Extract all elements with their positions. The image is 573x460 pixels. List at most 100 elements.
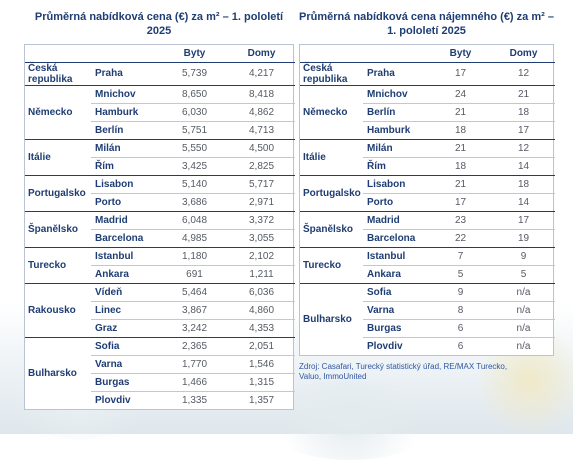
houses-value: 2,825	[228, 157, 295, 176]
houses-value: 14	[492, 193, 555, 212]
houses-value: 12	[492, 139, 555, 158]
country-cell: Česká republika	[25, 62, 91, 86]
houses-value: 19	[492, 229, 555, 248]
country-cell: Španělsko	[25, 211, 91, 248]
city-cell: Vídeň	[91, 283, 161, 302]
apartments-value: 6	[429, 319, 492, 338]
apartments-value: 5,464	[161, 283, 228, 302]
rent-price-table: Byty Domy Česká republika Praha 17 12 Německ…	[300, 45, 555, 355]
city-cell: Varna	[363, 301, 429, 320]
houses-value: 1,315	[228, 373, 295, 392]
header-row: Byty Domy	[300, 45, 555, 63]
apartments-value: 6,030	[161, 103, 228, 122]
apartments-value: 691	[161, 265, 228, 284]
city-cell: Linec	[91, 301, 161, 320]
sale-price-table: Byty Domy Česká republika Praha 5,739 4,217…	[25, 45, 295, 409]
houses-value: 2,971	[228, 193, 295, 212]
city-cell: Istanbul	[91, 247, 161, 266]
city-cell: Hamburk	[363, 121, 429, 140]
city-cell: Plovdiv	[91, 391, 161, 409]
apartments-value: 21	[429, 175, 492, 194]
houses-value: 2,051	[228, 337, 295, 356]
apartments-value: 17	[429, 62, 492, 86]
houses-value: 4,217	[228, 62, 295, 86]
country-cell: Rakousko	[25, 283, 91, 338]
apartments-header: Byty	[429, 45, 492, 63]
table-row: Rakousko Vídeň 5,464 6,036	[25, 283, 295, 338]
apartments-value: 5	[429, 265, 492, 284]
apartments-value: 5,550	[161, 139, 228, 158]
city-cell: Berlín	[91, 121, 161, 140]
houses-value: 18	[492, 175, 555, 194]
apartments-value: 6	[429, 337, 492, 355]
table-row: Berlín 21 18	[300, 103, 555, 122]
apartments-value: 1,770	[161, 355, 228, 374]
sale-price-panel: Průměrná nabídková cena (€) za m² – 1. p…	[24, 0, 295, 410]
table-row: Bulharsko Sofia 9 n/a	[300, 283, 555, 355]
table-row: Porto 17 14	[300, 193, 555, 212]
city-cell: Praha	[91, 62, 161, 86]
city-cell: Graz	[91, 319, 161, 338]
houses-value: 1,357	[228, 391, 295, 409]
rent-price-body: Česká republika Praha 17 12 Německo Mnichov 24…	[300, 62, 555, 355]
country-cell: Bulharsko	[25, 337, 91, 409]
houses-value: 9	[492, 247, 555, 266]
sale-price-table-frame: Byty Domy Česká republika Praha 5,739 4,217…	[24, 44, 295, 410]
houses-value: 2,102	[228, 247, 295, 266]
country-cell: Turecko	[300, 247, 363, 284]
apartments-value: 21	[429, 139, 492, 158]
table-row: Burgas 6 n/a	[300, 319, 555, 338]
apartments-value: 1,466	[161, 373, 228, 392]
table-row: Plovdiv 1,335 1,357	[25, 391, 295, 409]
city-header	[91, 45, 161, 63]
houses-value: 14	[492, 157, 555, 176]
table-row: Burgas 1,466 1,315	[25, 373, 295, 392]
city-cell: Praha	[363, 62, 429, 86]
source-note: Zdroj: Casafari, Turecký statistický úřa…	[299, 362, 508, 381]
city-cell: Sofia	[91, 337, 161, 356]
country-cell: Německo	[300, 85, 363, 140]
houses-value: 5	[492, 265, 555, 284]
city-cell: Milán	[91, 139, 161, 158]
table-row: Berlín 5,751 4,713	[25, 121, 295, 140]
houses-value: 3,055	[228, 229, 295, 248]
table-row: Ankara 5 5	[300, 265, 555, 284]
table-row: Ankara 691 1,211	[25, 265, 295, 284]
country-cell: Portugalsko	[25, 175, 91, 212]
city-cell: Porto	[363, 193, 429, 212]
houses-value: 17	[492, 121, 555, 140]
city-header	[363, 45, 429, 63]
apartments-value: 3,242	[161, 319, 228, 338]
header-row: Byty Domy	[25, 45, 295, 63]
table-row: Německo Mnichov 24 21	[300, 85, 555, 140]
rent-price-table-frame: Byty Domy Česká republika Praha 17 12 Německ…	[299, 44, 555, 356]
city-cell: Mnichov	[91, 85, 161, 104]
sale-price-title: Průměrná nabídková cena (€) za m² – 1. p…	[34, 11, 284, 37]
houses-value: n/a	[492, 319, 555, 338]
houses-value: 12	[492, 62, 555, 86]
apartments-value: 3,867	[161, 301, 228, 320]
city-cell: Plovdiv	[363, 337, 429, 355]
table-row: Španělsko Madrid 23 17	[300, 211, 555, 248]
rent-price-title: Průměrná nabídková cena nájemného (€) za…	[299, 11, 554, 37]
city-cell: Barcelona	[91, 229, 161, 248]
city-cell: Porto	[91, 193, 161, 212]
city-cell: Mnichov	[363, 85, 429, 104]
city-cell: Lisabon	[363, 175, 429, 194]
table-row: Řím 18 14	[300, 157, 555, 176]
city-cell: Berlín	[363, 103, 429, 122]
rent-price-panel: Průměrná nabídková cena nájemného (€) za…	[299, 0, 555, 382]
table-row: Turecko Istanbul 1,180 2,102	[25, 247, 295, 284]
table-row: Německo Mnichov 8,650 8,418	[25, 85, 295, 140]
apartments-header: Byty	[161, 45, 228, 63]
city-cell: Istanbul	[363, 247, 429, 266]
apartments-value: 1,335	[161, 391, 228, 409]
country-cell: Itálie	[25, 139, 91, 176]
city-cell: Burgas	[91, 373, 161, 392]
table-row: Česká republika Praha 5,739 4,217	[25, 62, 295, 86]
table-row: Barcelona 4,985 3,055	[25, 229, 295, 248]
apartments-value: 22	[429, 229, 492, 248]
houses-value: n/a	[492, 337, 555, 355]
country-cell: Česká republika	[300, 62, 363, 86]
houses-value: 17	[492, 211, 555, 230]
